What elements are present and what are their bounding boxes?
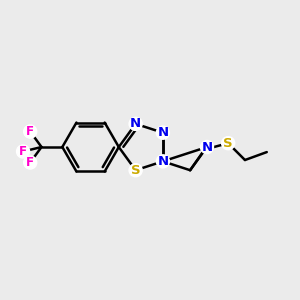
Text: N: N [157,155,168,168]
Circle shape [156,126,170,139]
Circle shape [129,117,142,130]
Text: F: F [19,145,27,158]
Text: N: N [130,117,141,130]
Text: N: N [157,126,168,139]
Circle shape [24,156,37,169]
Circle shape [129,164,142,177]
Circle shape [24,125,37,138]
Text: N: N [201,140,212,154]
Circle shape [200,140,214,154]
Text: F: F [26,125,34,138]
Text: S: S [131,164,140,177]
Text: S: S [224,137,233,150]
Circle shape [222,137,235,150]
Circle shape [156,155,170,168]
Text: F: F [26,156,34,169]
Circle shape [16,145,30,158]
